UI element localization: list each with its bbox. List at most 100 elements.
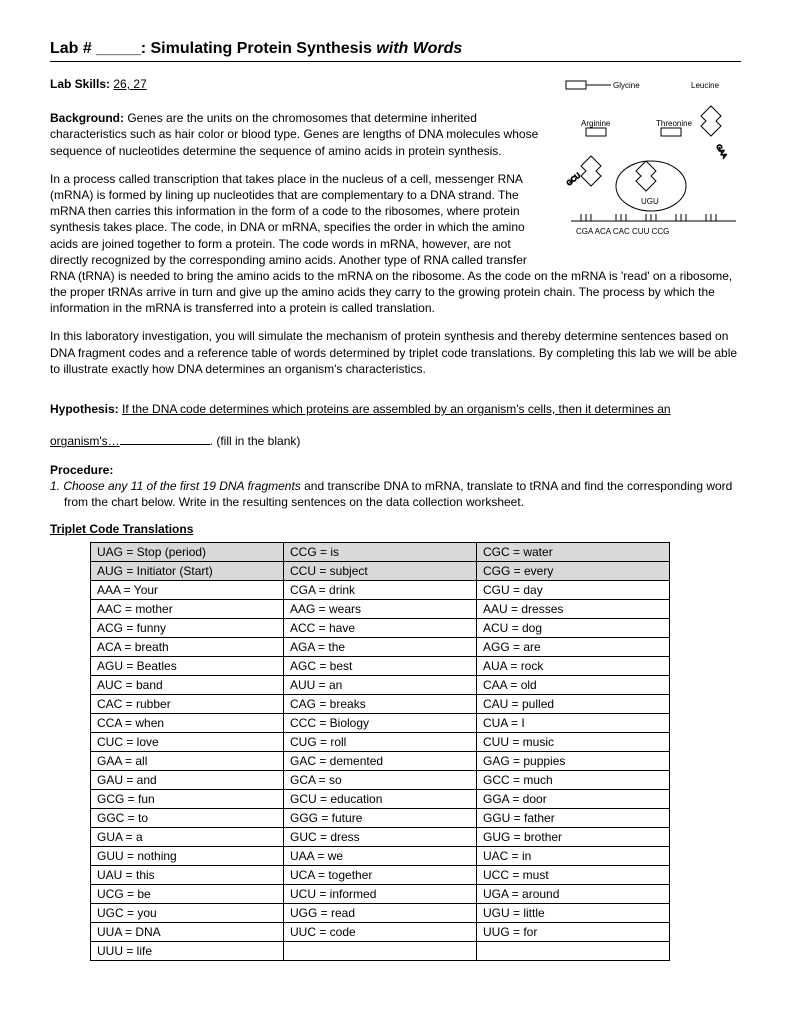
table-cell: CCC = Biology	[284, 714, 477, 733]
table-row: AUG = Initiator (Start)CCU = subjectCGG …	[91, 562, 670, 581]
table-row: UUU = life	[91, 942, 670, 961]
table-cell: GAU = and	[91, 771, 284, 790]
glycine-label: Glycine	[613, 81, 640, 90]
table-cell: UUG = for	[477, 923, 670, 942]
table-cell: UAA = we	[284, 847, 477, 866]
table-cell: CUC = love	[91, 733, 284, 752]
table-cell: GCA = so	[284, 771, 477, 790]
svg-text:GCU: GCU	[566, 172, 582, 187]
table-cell: AAG = wears	[284, 600, 477, 619]
table-cell: UCC = must	[477, 866, 670, 885]
svg-text:GAA: GAA	[714, 144, 728, 161]
table-row: UGC = youUGG = readUGU = little	[91, 904, 670, 923]
table-cell: UGG = read	[284, 904, 477, 923]
intro-block: Glycine Leucine Arginine Threonine GCU G…	[50, 76, 741, 389]
table-cell: CAG = breaks	[284, 695, 477, 714]
table-cell: GUG = brother	[477, 828, 670, 847]
table-cell: UCG = be	[91, 885, 284, 904]
hyp-label: Hypothesis:	[50, 402, 119, 416]
table-cell: GGC = to	[91, 809, 284, 828]
table-cell: CGC = water	[477, 543, 670, 562]
table-row: ACG = funnyACC = haveACU = dog	[91, 619, 670, 638]
table-cell: UGU = little	[477, 904, 670, 923]
table-cell: GCG = fun	[91, 790, 284, 809]
table-cell: AUU = an	[284, 676, 477, 695]
table-row: UAG = Stop (period)CCG = isCGC = water	[91, 543, 670, 562]
table-row: GCG = funGCU = educationGGA = door	[91, 790, 670, 809]
arginine-label: Arginine	[581, 119, 611, 128]
table-cell: AGU = Beatles	[91, 657, 284, 676]
background-p3: In this laboratory investigation, you wi…	[50, 328, 741, 377]
table-cell: UCU = informed	[284, 885, 477, 904]
table-cell: AAC = mother	[91, 600, 284, 619]
title-main: Simulating Protein Synthesis	[151, 40, 377, 57]
proc-label: Procedure:	[50, 462, 741, 478]
table-cell: UUC = code	[284, 923, 477, 942]
table-row: GAA = allGAC = dementedGAG = puppies	[91, 752, 670, 771]
table-row: AAC = motherAAG = wearsAAU = dresses	[91, 600, 670, 619]
bg-text1: Genes are the units on the chromosomes t…	[50, 111, 538, 157]
hyp-blank[interactable]	[120, 444, 210, 445]
table-row: UUA = DNAUUC = codeUUG = for	[91, 923, 670, 942]
hyp-line2b: . (fill in the blank)	[210, 434, 301, 448]
proc-1a: 1. Choose any 11 of the first 19 DNA fra…	[50, 479, 301, 493]
table-cell: UAC = in	[477, 847, 670, 866]
table-cell: CAU = pulled	[477, 695, 670, 714]
table-row: GAU = andGCA = soGCC = much	[91, 771, 670, 790]
hypothesis: Hypothesis: If the DNA code determines w…	[50, 401, 741, 450]
table-cell: CCG = is	[284, 543, 477, 562]
table-cell: CAC = rubber	[91, 695, 284, 714]
triplet-code-table: UAG = Stop (period)CCG = isCGC = waterAU…	[90, 542, 670, 961]
table-cell: UAG = Stop (period)	[91, 543, 284, 562]
table-cell: UGA = around	[477, 885, 670, 904]
table-row: GUA = aGUC = dressGUG = brother	[91, 828, 670, 847]
table-cell: GGU = father	[477, 809, 670, 828]
table-cell: GGA = door	[477, 790, 670, 809]
table-cell: ACU = dog	[477, 619, 670, 638]
table-cell	[477, 942, 670, 961]
table-cell: GAC = demented	[284, 752, 477, 771]
table-cell: GUC = dress	[284, 828, 477, 847]
title-prefix: Lab # _____:	[50, 40, 151, 57]
table-cell: AAA = Your	[91, 581, 284, 600]
table-row: AGU = BeatlesAGC = bestAUA = rock	[91, 657, 670, 676]
table-cell: GGG = future	[284, 809, 477, 828]
table-cell: AUG = Initiator (Start)	[91, 562, 284, 581]
table-row: GUU = nothingUAA = weUAC = in	[91, 847, 670, 866]
table-cell: AUC = band	[91, 676, 284, 695]
codon-strip: CGA ACA CAC CUU CCG	[576, 227, 669, 236]
table-cell: ACG = funny	[91, 619, 284, 638]
labskills-label: Lab Skills:	[50, 77, 110, 91]
table-cell: CCU = subject	[284, 562, 477, 581]
table-cell: GCC = much	[477, 771, 670, 790]
ugu-label: UGU	[641, 197, 659, 206]
table-cell: UUA = DNA	[91, 923, 284, 942]
hyp-line2a: organism's…	[50, 434, 120, 448]
bg-label: Background:	[50, 111, 124, 125]
table-cell: GUA = a	[91, 828, 284, 847]
table-row: ACA = breathAGA = theAGG = are	[91, 638, 670, 657]
table-cell: UUU = life	[91, 942, 284, 961]
procedure: Procedure: 1. Choose any 11 of the first…	[50, 462, 741, 511]
page-title: Lab # _____: Simulating Protein Synthesi…	[50, 40, 741, 62]
proc-item-1: 1. Choose any 11 of the first 19 DNA fra…	[64, 478, 741, 510]
table-cell: GAG = puppies	[477, 752, 670, 771]
table-cell: AGC = best	[284, 657, 477, 676]
table-cell: GCU = education	[284, 790, 477, 809]
table-cell: UCA = together	[284, 866, 477, 885]
table-row: GGC = toGGG = futureGGU = father	[91, 809, 670, 828]
table-cell: AAU = dresses	[477, 600, 670, 619]
table-cell: CAA = old	[477, 676, 670, 695]
table-cell: GUU = nothing	[91, 847, 284, 866]
table-row: AUC = bandAUU = anCAA = old	[91, 676, 670, 695]
table-cell: CUU = music	[477, 733, 670, 752]
table-cell: GAA = all	[91, 752, 284, 771]
table-cell: AGA = the	[284, 638, 477, 657]
threonine-label: Threonine	[656, 119, 693, 128]
title-italic: with Words	[376, 40, 462, 57]
table-cell: ACC = have	[284, 619, 477, 638]
table-cell: AUA = rock	[477, 657, 670, 676]
table-cell: AGG = are	[477, 638, 670, 657]
table-row: UAU = thisUCA = togetherUCC = must	[91, 866, 670, 885]
table-cell: ACA = breath	[91, 638, 284, 657]
